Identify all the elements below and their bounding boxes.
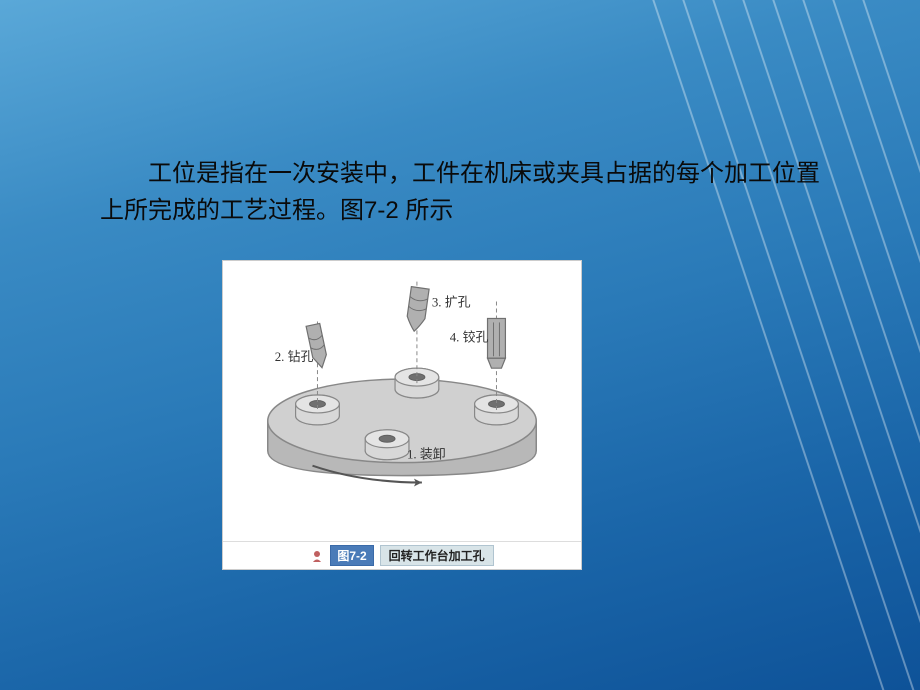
figure-caption-bar: 图7-2 回转工作台加工孔 <box>223 541 581 569</box>
slide: 工位是指在一次安装中，工件在机床或夹具占据的每个加工位置上所完成的工艺过程。图7… <box>0 0 920 690</box>
figure-diagram: 1. 装卸 2. 钻孔 <box>223 261 581 541</box>
station-2-label: 2. 钻孔 <box>275 349 314 364</box>
body-text: 工位是指在一次安装中，工件在机床或夹具占据的每个加工位置上所完成的工艺过程。图7… <box>100 155 820 229</box>
station-4-label: 4. 铰孔 <box>450 329 489 344</box>
figure: 1. 装卸 2. 钻孔 <box>222 260 582 570</box>
station-1-label: 1. 装卸 <box>407 447 446 462</box>
figure-caption-icon <box>310 549 324 563</box>
station-3-label: 3. 扩孔 <box>432 295 471 310</box>
figure-caption-text: 回转工作台加工孔 <box>380 545 494 566</box>
figure-number-badge: 图7-2 <box>330 545 373 566</box>
